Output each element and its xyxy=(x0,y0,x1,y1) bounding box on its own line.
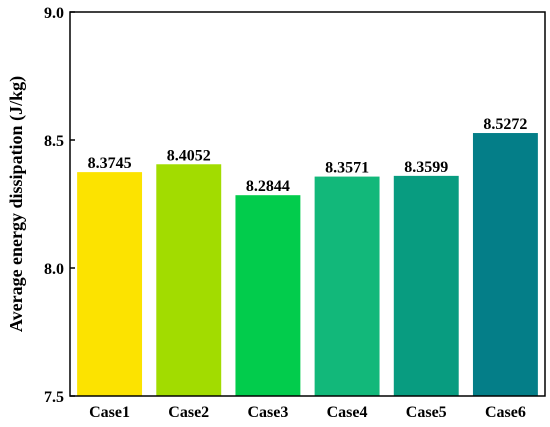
x-tick-label-case3: Case3 xyxy=(247,404,288,421)
bar-case6 xyxy=(472,133,538,396)
bar-case2 xyxy=(156,164,222,396)
plot-frame xyxy=(69,11,546,397)
bars-group xyxy=(77,133,538,396)
bar-case4 xyxy=(314,176,380,396)
value-label-case2: 8.4052 xyxy=(167,147,211,164)
bar-case5 xyxy=(393,175,459,396)
y-tick-label: 9.0 xyxy=(44,5,64,22)
x-axis-labels-group: Case1 Case2 Case3 Case4 Case5 Case6 xyxy=(89,404,526,421)
value-label-case5: 8.3599 xyxy=(404,159,448,176)
value-label-case1: 8.3745 xyxy=(88,155,132,172)
y-axis-ticks-group: 7.5 8.0 8.5 9.0 xyxy=(44,5,75,406)
x-tick-label-case6: Case6 xyxy=(485,404,526,421)
y-tick-label: 7.5 xyxy=(44,389,64,406)
y-axis-title: Average energy dissipation (J/kg) xyxy=(6,76,27,332)
y-tick-label: 8.0 xyxy=(44,261,64,278)
x-tick-label-case1: Case1 xyxy=(89,404,130,421)
value-label-case3: 8.2844 xyxy=(246,178,290,195)
value-label-case6: 8.5272 xyxy=(483,116,527,133)
bar-case1 xyxy=(77,172,143,396)
x-tick-label-case2: Case2 xyxy=(168,404,209,421)
value-labels-group: 8.3745 8.4052 8.2844 8.3571 8.3599 8.5272 xyxy=(88,116,528,195)
y-tick-label: 8.5 xyxy=(44,133,64,150)
bar-case3 xyxy=(235,195,301,396)
x-tick-label-case5: Case5 xyxy=(406,404,447,421)
x-tick-label-case4: Case4 xyxy=(327,404,368,421)
value-label-case4: 8.3571 xyxy=(325,160,369,177)
